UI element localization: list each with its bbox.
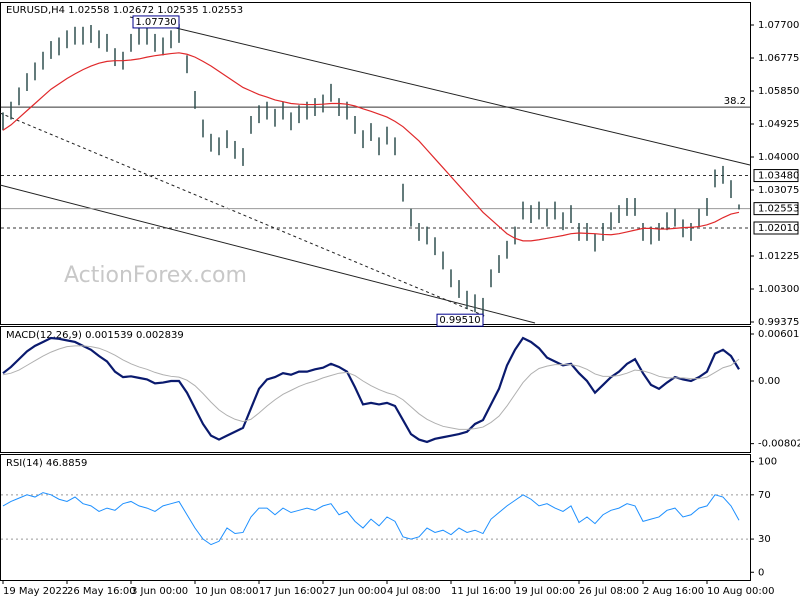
moving-average <box>2 52 740 242</box>
level-label-box <box>753 202 799 216</box>
indicator-line <box>2 336 740 444</box>
x-tick-label: 2 Aug 16:00 <box>643 586 704 597</box>
x-tick-label: 10 Aug 00:00 <box>707 586 774 597</box>
y-tick-label: 1.06775 <box>758 53 799 64</box>
chart-title: EURUSD,H4 1.02558 1.02672 1.02535 1.0255… <box>6 5 243 16</box>
y-tick-label: -0.00802 <box>758 439 800 450</box>
chart-title: RSI(14) 46.8859 <box>6 458 87 469</box>
y-tick-label: 1.05850 <box>758 86 799 97</box>
level-label: 38.2 <box>724 96 746 107</box>
level-label: 1.02010 <box>758 223 799 234</box>
rsi-panel <box>0 454 751 581</box>
macd-panel <box>0 326 751 453</box>
annotation-box <box>436 313 484 327</box>
x-tick-label: 17 Jun 16:00 <box>259 586 323 597</box>
x-tick-label: 10 Jun 08:00 <box>195 586 259 597</box>
x-tick-label: 19 Jul 00:00 <box>515 586 575 597</box>
y-tick-label: 70 <box>758 490 771 501</box>
y-tick-label: 0.006018 <box>758 329 800 340</box>
annotation-box <box>132 15 180 29</box>
x-tick-label: 3 Jun 00:00 <box>131 586 188 597</box>
level-label-box <box>753 221 799 235</box>
y-tick-label: 0.00 <box>758 376 780 387</box>
annotation-label: 0.99510 <box>439 315 480 326</box>
trend-line <box>0 184 536 324</box>
trend-line <box>0 112 488 318</box>
indicator-line <box>2 492 740 546</box>
level-label-box <box>753 169 799 183</box>
y-tick-label: 1.00300 <box>758 284 799 295</box>
watermark: ActionForex.com <box>64 263 247 288</box>
y-tick-label: 30 <box>758 534 771 545</box>
level-label: 1.02553 <box>758 204 799 215</box>
y-tick-label: 1.01225 <box>758 251 799 262</box>
y-tick-label: 0 <box>758 567 764 578</box>
y-tick-label: 0.99375 <box>758 317 799 328</box>
annotation-label: 1.07730 <box>135 17 176 28</box>
y-tick-label: 100 <box>758 457 777 468</box>
x-tick-label: 4 Jul 08:00 <box>387 586 441 597</box>
price-panel <box>0 2 751 325</box>
y-tick-label: 1.07700 <box>758 20 799 31</box>
x-tick-label: 19 May 2022 <box>3 586 68 597</box>
trend-line <box>129 16 751 166</box>
x-tick-label: 26 Jul 08:00 <box>579 586 639 597</box>
x-tick-label: 11 Jul 16:00 <box>451 586 511 597</box>
y-tick-label: 1.03075 <box>758 185 799 196</box>
chart-title: MACD(12,26,9) 0.001539 0.002839 <box>6 330 184 341</box>
x-tick-label: 26 May 16:00 <box>67 586 136 597</box>
y-tick-label: 1.04000 <box>758 152 799 163</box>
y-tick-label: 1.04925 <box>758 119 799 130</box>
x-tick-label: 27 Jun 00:00 <box>323 586 387 597</box>
level-label: 1.03480 <box>758 171 799 182</box>
indicator-line <box>2 345 740 430</box>
